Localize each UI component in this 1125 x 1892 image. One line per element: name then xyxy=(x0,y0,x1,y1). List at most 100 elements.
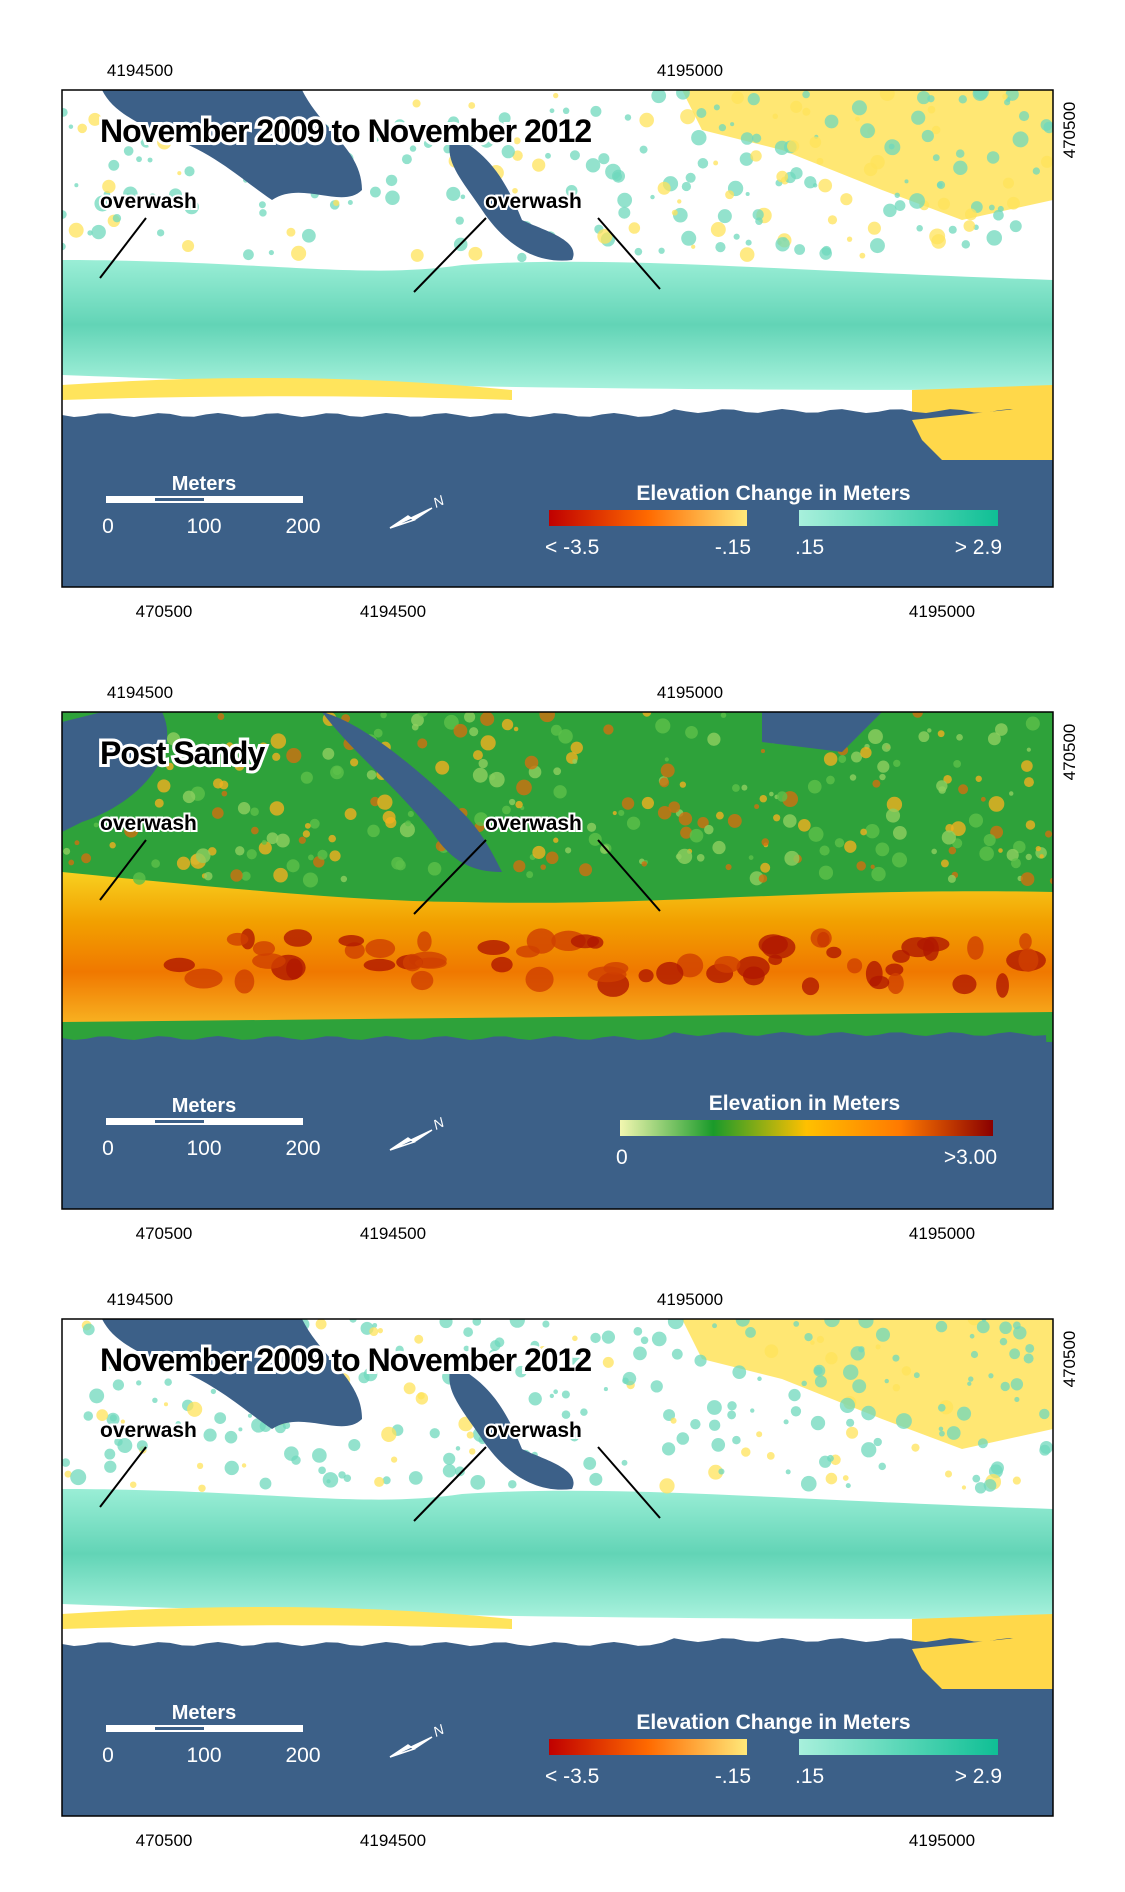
speckle xyxy=(1040,155,1053,168)
speckle xyxy=(579,863,593,877)
speckle xyxy=(621,1459,628,1466)
speckle xyxy=(680,109,696,125)
erosion-spot xyxy=(952,974,977,995)
speckle xyxy=(569,1431,580,1442)
speckle xyxy=(739,247,755,262)
speckle xyxy=(570,741,583,754)
speckle xyxy=(685,726,698,739)
bottom-tick-label: 4194500 xyxy=(360,1831,426,1850)
speckle xyxy=(318,1466,326,1475)
speckle xyxy=(816,157,824,165)
speckle xyxy=(640,1336,649,1345)
speckle xyxy=(834,838,845,848)
speckle xyxy=(464,712,476,723)
speckle xyxy=(745,1327,756,1338)
speckle xyxy=(988,1373,994,1379)
speckle xyxy=(725,863,732,871)
speckle xyxy=(221,790,228,797)
bay xyxy=(102,90,362,200)
speckle xyxy=(439,1319,453,1329)
speckle xyxy=(659,777,670,788)
speckle xyxy=(166,762,174,771)
speckle xyxy=(867,221,881,235)
speckle xyxy=(824,1319,840,1328)
speckle xyxy=(750,1408,755,1413)
speckle xyxy=(463,1345,470,1352)
erosion-spot xyxy=(865,960,883,987)
speckle xyxy=(858,1346,865,1353)
speckle xyxy=(109,842,116,849)
speckle xyxy=(241,871,251,881)
speckle xyxy=(995,723,1008,736)
scale-bar-label: 100 xyxy=(186,1744,221,1767)
speckle xyxy=(760,862,771,873)
beach-band xyxy=(62,1489,1053,1619)
speckle xyxy=(1020,872,1035,887)
speckle xyxy=(322,747,335,760)
speckle xyxy=(823,752,838,766)
speckle xyxy=(237,802,251,815)
erosion-spot xyxy=(516,945,540,958)
speckle xyxy=(731,91,744,104)
speckle xyxy=(706,1400,722,1415)
speckle xyxy=(367,824,380,838)
speckle xyxy=(530,1340,540,1350)
speckle xyxy=(374,1476,385,1487)
speckle xyxy=(937,730,945,738)
speckle xyxy=(936,182,943,188)
speckle xyxy=(624,114,632,121)
speckle xyxy=(661,1442,676,1456)
scale-bar-title: Meters xyxy=(172,473,236,495)
speckle xyxy=(572,759,578,764)
speckle xyxy=(417,712,428,717)
speckle xyxy=(302,872,319,888)
speckle xyxy=(528,1392,542,1406)
speckle xyxy=(990,1461,1004,1475)
speckle xyxy=(784,850,800,866)
speckle xyxy=(953,759,962,768)
speckle xyxy=(472,767,488,783)
speckle xyxy=(773,814,781,822)
right-tick-label: 470500 xyxy=(1060,102,1079,159)
speckle xyxy=(328,834,337,843)
speckle xyxy=(447,116,460,128)
speckle xyxy=(983,834,996,847)
speckle xyxy=(369,1327,379,1337)
erosion-spot xyxy=(252,953,286,969)
bay xyxy=(102,1319,362,1429)
speckle xyxy=(147,157,153,163)
speckle xyxy=(62,242,66,251)
speckle xyxy=(850,751,862,763)
speckle xyxy=(976,1320,990,1334)
spit xyxy=(912,1634,1053,1689)
speckle xyxy=(718,124,727,132)
erosion-spot xyxy=(892,949,910,963)
legend-bar xyxy=(799,1739,998,1755)
speckle xyxy=(660,763,675,778)
speckle xyxy=(198,1484,206,1493)
erosion-spot xyxy=(525,966,554,992)
frame xyxy=(61,1318,1054,1817)
speckle xyxy=(502,805,511,815)
speckle xyxy=(633,1326,643,1336)
speckle xyxy=(83,1411,94,1421)
speckle xyxy=(839,1397,856,1413)
speckle xyxy=(526,871,534,879)
speckle xyxy=(446,121,451,126)
speckle xyxy=(871,866,886,882)
speckle xyxy=(411,713,424,727)
speckle xyxy=(565,185,578,197)
speckle xyxy=(273,867,288,883)
speckle xyxy=(937,197,950,210)
speckle xyxy=(733,233,740,240)
speckle xyxy=(745,239,752,246)
speckle xyxy=(968,813,984,828)
speckle xyxy=(958,784,969,795)
speckle xyxy=(696,853,705,862)
speckle xyxy=(117,1438,133,1453)
speckle xyxy=(931,848,937,855)
speckle xyxy=(478,758,488,769)
speckle xyxy=(911,110,926,125)
leader-line xyxy=(597,1446,661,1519)
